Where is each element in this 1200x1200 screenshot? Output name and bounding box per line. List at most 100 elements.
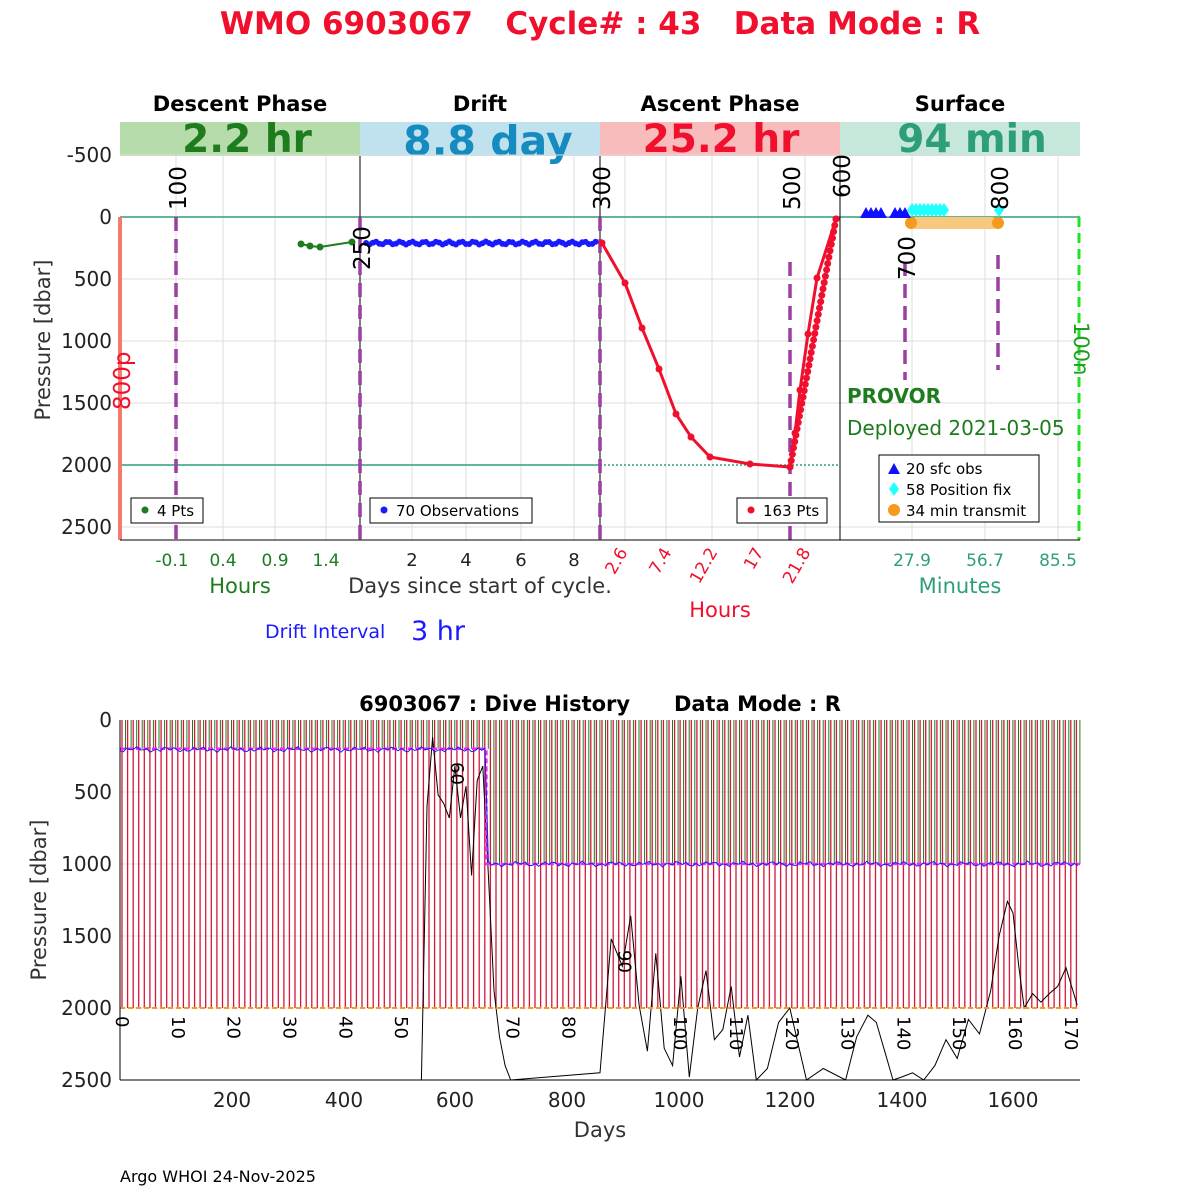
surface-x-label: Minutes — [919, 574, 1002, 598]
marker-label-500: 500 — [780, 166, 806, 210]
bottom-x-axis-label: Days — [574, 1118, 626, 1142]
legend-text-ascent: 163 Pts — [763, 502, 819, 520]
top-y-ticks: -500 0 500 1000 1500 2000 2500 — [61, 143, 112, 539]
ascent-point — [638, 324, 646, 332]
ascent-x-tick: 21.8 — [779, 545, 815, 588]
bottom-x-ticks: 200 400 600 800 1000 1200 1400 1600 — [213, 1088, 1039, 1112]
ascent-point — [816, 304, 823, 312]
position-fix-marker — [939, 203, 949, 217]
bottom-y-tick: 0 — [99, 708, 112, 732]
bottom-y-axis-label: Pressure [dbar] — [27, 820, 51, 981]
ascent-point — [820, 279, 828, 287]
top-y-axis-label: Pressure [dbar] — [31, 260, 55, 421]
dive-history-plot: 0 10 20 30 40 50 60 70 80 90 100 110 120 130 140 150 160… — [111, 720, 1081, 1082]
descent-line — [300, 241, 353, 249]
legend-marker-transmit — [888, 504, 900, 516]
bottom-x-tick: 1000 — [654, 1088, 705, 1112]
deployed-date: Deployed 2021-03-05 — [847, 416, 1065, 440]
cycle-labels: 0 10 20 30 40 50 60 70 80 90 100 110 120 130 140 150 160… — [111, 762, 1081, 1050]
ascent-x-tick: 2.6 — [601, 545, 632, 578]
ascent-point — [831, 221, 839, 229]
phase-name-ascent: Ascent Phase — [641, 92, 800, 116]
bottom-x-tick: 200 — [213, 1088, 251, 1112]
drift-x-tick: 4 — [460, 550, 471, 571]
top-y-tick: 2000 — [61, 453, 112, 477]
ascent-point — [621, 279, 629, 287]
descent-x-tick: 0.9 — [261, 551, 288, 571]
ascent-point — [791, 438, 799, 446]
phase-name-surface: Surface — [915, 92, 1005, 116]
top-y-tick: 500 — [74, 267, 112, 291]
surface-x-tick: 56.7 — [966, 551, 1004, 571]
ascent-point — [812, 323, 820, 331]
ascent-point — [598, 239, 606, 247]
ascent-point — [818, 291, 826, 299]
ascent-point — [823, 266, 831, 274]
transmit-bar — [910, 217, 998, 229]
cycle-label: 80 — [558, 1016, 579, 1039]
sfc-obs-marker — [875, 207, 887, 218]
ascent-point — [814, 310, 822, 318]
drift-x-tick: 6 — [515, 550, 526, 571]
ascent-points — [598, 215, 840, 471]
ascent-point — [788, 450, 796, 458]
marker-label-700: 700 — [895, 236, 921, 280]
legend-text-descent: 4 Pts — [157, 502, 194, 520]
bottom-y-tick: 2500 — [61, 1068, 112, 1092]
ascent-point — [829, 234, 836, 242]
ascent-point — [819, 285, 827, 293]
bathymetry-trace — [120, 737, 1078, 1082]
marker-label-100: 100 — [166, 166, 192, 210]
phase-duration-drift: 8.8 day — [403, 117, 572, 165]
cycle-label: 10 — [167, 1016, 188, 1039]
drift-series — [363, 238, 599, 248]
bottom-y-ticks: 0 500 1000 1500 2000 2500 — [61, 708, 112, 1092]
phase-band-surface — [840, 122, 1080, 156]
phase-band-ascent — [600, 122, 840, 156]
marker-label-800: 800 — [988, 166, 1014, 210]
phase-band-drift — [360, 122, 600, 156]
bottom-x-tick: 1200 — [765, 1088, 816, 1112]
cycle-label: 170 — [1060, 1016, 1081, 1050]
top-plot-area — [118, 154, 1081, 540]
ascent-line — [600, 218, 838, 469]
ascent-point — [800, 387, 808, 395]
descent-x-tick: -0.1 — [155, 551, 188, 571]
cycle-label: 150 — [948, 1016, 969, 1050]
surface-x-tick: 85.5 — [1039, 551, 1077, 571]
cycle-label: 20 — [223, 1016, 244, 1039]
ascent-point — [811, 330, 819, 337]
phase-name-descent: Descent Phase — [153, 92, 327, 116]
top-y-tick: 2500 — [61, 515, 112, 539]
drift-interval-value: 3 hr — [411, 616, 466, 647]
legend-text-drift: 70 Observations — [396, 502, 519, 520]
cycle-label: 110 — [725, 1016, 746, 1050]
cycle-label: 100 — [669, 1016, 690, 1050]
ascent-point — [792, 431, 800, 439]
descent-x-label: Hours — [209, 574, 271, 598]
cycle-label: 0 — [111, 1016, 132, 1027]
descent-point — [306, 242, 314, 250]
cycle-label: 50 — [390, 1016, 411, 1039]
ascent-point — [808, 342, 816, 350]
ascent-point — [807, 349, 815, 356]
legend-marker-descent — [141, 506, 149, 514]
ascent-point — [794, 419, 802, 426]
transmit-point-start — [905, 217, 917, 229]
legend-ascent: 163 Pts — [736, 497, 828, 524]
marker-label-600: 600 — [830, 154, 856, 198]
surface-series — [860, 203, 1004, 229]
bottom-x-tick: 1600 — [988, 1088, 1039, 1112]
ascent-point — [706, 453, 714, 461]
cycle-label: 60 — [446, 762, 467, 785]
bottom-x-tick: 1400 — [877, 1088, 928, 1112]
drift-point — [592, 238, 599, 245]
marker-lines — [174, 217, 1000, 540]
top-y-tick: 0 — [99, 205, 112, 229]
top-y-tick: 1500 — [61, 391, 112, 415]
ascent-x-tick: 12.2 — [686, 545, 722, 588]
ascent-point — [821, 272, 829, 280]
drift-x-tick: 2 — [406, 550, 417, 571]
legend-descent: 4 Pts — [130, 497, 204, 524]
figure-title: WMO 6903067 Cycle# : 43 Data Mode : R — [220, 6, 981, 42]
